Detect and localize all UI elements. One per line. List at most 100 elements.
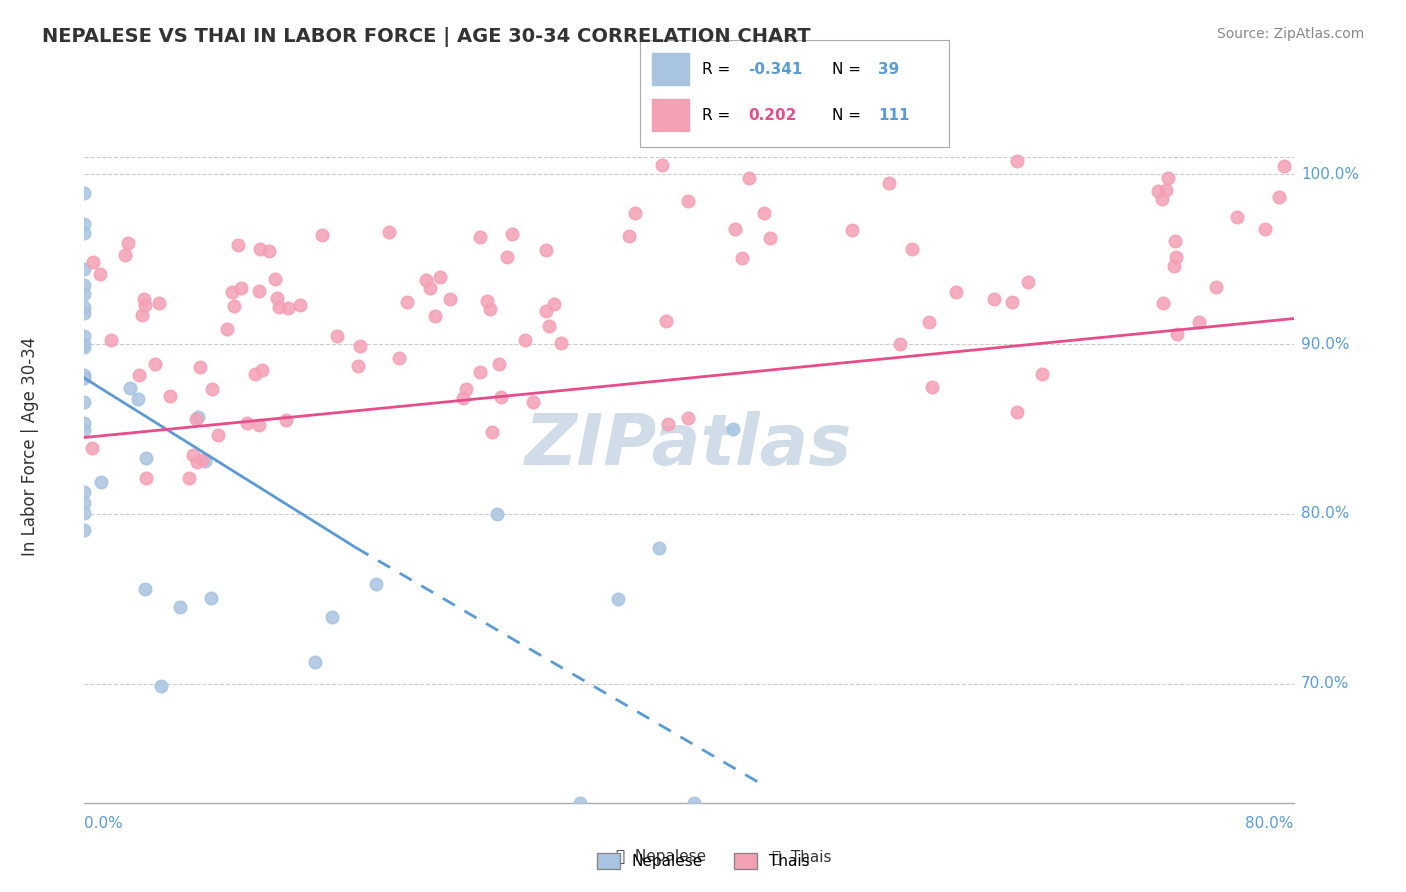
Point xyxy=(1272,159,1295,173)
Point xyxy=(247,418,270,433)
Point xyxy=(1007,154,1029,169)
Point xyxy=(90,475,112,490)
Point xyxy=(134,298,156,312)
Text: 80.0%: 80.0% xyxy=(1246,816,1294,831)
Point xyxy=(619,229,641,244)
Point xyxy=(537,318,560,333)
Text: 39: 39 xyxy=(877,62,900,77)
Point xyxy=(468,229,491,244)
Point xyxy=(311,228,333,243)
Point xyxy=(82,442,104,456)
Point xyxy=(134,582,156,596)
Point xyxy=(73,217,96,231)
Text: ZIPatlas: ZIPatlas xyxy=(526,411,852,481)
Point xyxy=(169,600,191,615)
Point xyxy=(73,416,96,430)
Point xyxy=(569,796,592,810)
Point xyxy=(1188,315,1211,329)
Point xyxy=(349,339,371,353)
Point xyxy=(439,292,461,306)
Point xyxy=(655,314,678,328)
Text: Source: ZipAtlas.com: Source: ZipAtlas.com xyxy=(1216,27,1364,41)
Point xyxy=(243,368,266,382)
Point xyxy=(877,176,900,190)
Point xyxy=(678,410,700,425)
Point xyxy=(682,796,704,810)
Point xyxy=(73,329,96,343)
Point xyxy=(1164,251,1187,265)
Text: N =: N = xyxy=(831,62,865,77)
Point xyxy=(495,251,517,265)
Point xyxy=(758,231,780,245)
Text: 111: 111 xyxy=(877,108,910,122)
Point xyxy=(364,577,387,591)
Point xyxy=(738,171,761,186)
Point xyxy=(396,295,419,310)
Bar xyxy=(652,53,689,85)
Point xyxy=(1164,234,1187,248)
Point xyxy=(114,248,136,262)
Point xyxy=(89,267,111,281)
Point xyxy=(82,255,104,269)
Point xyxy=(266,291,288,305)
Point xyxy=(249,242,271,256)
Point xyxy=(186,455,208,469)
Point xyxy=(201,382,224,396)
Point xyxy=(194,454,217,468)
Point xyxy=(73,227,96,241)
Point xyxy=(1254,222,1277,236)
Point xyxy=(184,411,207,425)
Point xyxy=(100,333,122,347)
Point xyxy=(131,308,153,322)
Point xyxy=(231,281,253,295)
Point xyxy=(724,222,747,236)
Point xyxy=(1226,210,1249,224)
Point xyxy=(607,591,630,606)
Point xyxy=(247,284,270,298)
Point xyxy=(73,340,96,354)
Text: N =: N = xyxy=(831,108,865,122)
Point xyxy=(475,293,498,308)
Point xyxy=(536,243,558,257)
Point xyxy=(1147,184,1170,198)
Point xyxy=(127,392,149,407)
Point xyxy=(731,251,754,265)
Point xyxy=(889,336,911,351)
Legend: Nepalese, Thais: Nepalese, Thais xyxy=(591,847,815,875)
Point xyxy=(479,301,502,316)
Point xyxy=(217,321,239,335)
Point xyxy=(159,388,181,402)
Point xyxy=(945,285,967,299)
Point xyxy=(1007,405,1029,419)
Point xyxy=(723,422,745,436)
Point xyxy=(191,453,214,467)
Point xyxy=(117,235,139,250)
Point xyxy=(325,329,347,343)
Point xyxy=(983,292,1005,306)
Point xyxy=(1268,190,1291,204)
Point xyxy=(73,371,96,385)
Text: R =: R = xyxy=(702,108,735,122)
Point xyxy=(921,380,943,394)
Point xyxy=(1166,326,1188,341)
Text: In Labor Force | Age 30-34: In Labor Force | Age 30-34 xyxy=(21,336,39,556)
Point xyxy=(263,272,285,286)
Point xyxy=(501,227,523,242)
Point xyxy=(841,223,863,237)
Point xyxy=(1152,192,1174,206)
Point xyxy=(222,299,245,313)
Point xyxy=(1017,275,1039,289)
Point xyxy=(901,243,924,257)
Point xyxy=(657,417,679,432)
Point xyxy=(250,363,273,377)
Point xyxy=(543,297,565,311)
Point xyxy=(388,351,411,365)
Text: 🔴  Thais: 🔴 Thais xyxy=(772,849,831,863)
Point xyxy=(378,225,401,239)
Point xyxy=(419,281,441,295)
Point xyxy=(288,298,311,312)
Point xyxy=(513,333,536,347)
Point xyxy=(1163,260,1185,274)
Point xyxy=(678,194,700,209)
Point xyxy=(177,471,200,485)
